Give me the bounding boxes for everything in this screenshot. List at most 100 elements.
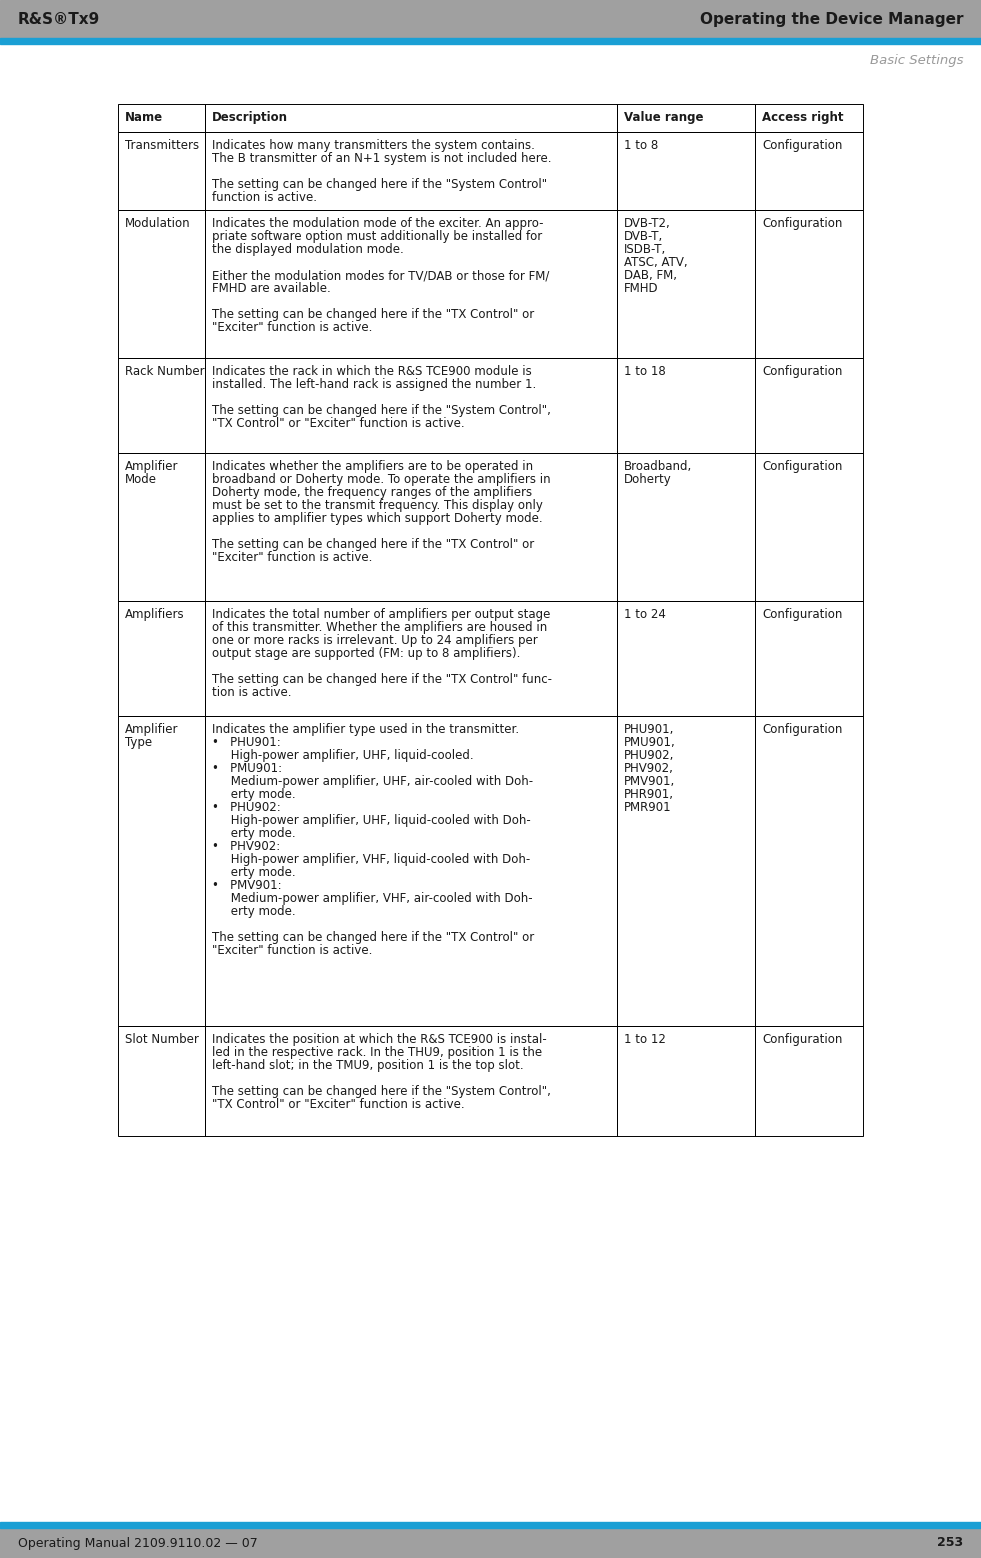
Text: Name: Name <box>125 111 163 125</box>
Text: erty mode.: erty mode. <box>212 788 296 801</box>
Text: Transmitters: Transmitters <box>125 139 199 153</box>
Text: Type: Type <box>125 735 152 749</box>
Bar <box>118 104 205 132</box>
Bar <box>118 717 205 1027</box>
Text: installed. The left-hand rack is assigned the number 1.: installed. The left-hand rack is assigne… <box>212 379 537 391</box>
Bar <box>118 1027 205 1136</box>
Bar <box>617 601 755 717</box>
Text: led in the respective rack. In the THU9, position 1 is the: led in the respective rack. In the THU9,… <box>212 1045 542 1059</box>
Text: Slot Number: Slot Number <box>125 1033 199 1045</box>
Text: of this transmitter. Whether the amplifiers are housed in: of this transmitter. Whether the amplifi… <box>212 622 547 634</box>
Text: Basic Settings: Basic Settings <box>869 55 963 67</box>
Text: DVB-T2,: DVB-T2, <box>624 217 671 231</box>
Text: PHU902,: PHU902, <box>624 749 675 762</box>
Bar <box>0 1522 981 1528</box>
Bar <box>755 1027 863 1136</box>
Bar <box>617 453 755 601</box>
Text: The setting can be changed here if the "System Control": The setting can be changed here if the "… <box>212 178 547 192</box>
Text: High-power amplifier, VHF, liquid-cooled with Doh-: High-power amplifier, VHF, liquid-cooled… <box>212 852 531 866</box>
Text: Indicates the total number of amplifiers per output stage: Indicates the total number of amplifiers… <box>212 608 550 622</box>
Text: •   PHU902:: • PHU902: <box>212 801 281 813</box>
Text: ATSC, ATV,: ATSC, ATV, <box>624 256 688 270</box>
Text: erty mode.: erty mode. <box>212 905 296 918</box>
Text: PHU901,: PHU901, <box>624 723 675 735</box>
Bar <box>617 1027 755 1136</box>
Text: 1 to 8: 1 to 8 <box>624 139 658 153</box>
Text: Doherty: Doherty <box>624 474 672 486</box>
Text: Indicates whether the amplifiers are to be operated in: Indicates whether the amplifiers are to … <box>212 460 534 474</box>
Bar <box>755 358 863 453</box>
Text: •   PMU901:: • PMU901: <box>212 762 283 774</box>
Bar <box>118 210 205 358</box>
Text: PMR901: PMR901 <box>624 801 672 813</box>
Text: applies to amplifier types which support Doherty mode.: applies to amplifier types which support… <box>212 513 542 525</box>
Text: Configuration: Configuration <box>762 460 843 474</box>
Text: erty mode.: erty mode. <box>212 827 296 840</box>
Text: function is active.: function is active. <box>212 192 317 204</box>
Text: •   PMV901:: • PMV901: <box>212 879 282 893</box>
Text: 1 to 18: 1 to 18 <box>624 365 666 379</box>
Text: "TX Control" or "Exciter" function is active.: "TX Control" or "Exciter" function is ac… <box>212 418 465 430</box>
Text: Configuration: Configuration <box>762 723 843 735</box>
Bar <box>205 453 617 601</box>
Bar <box>205 601 617 717</box>
Text: 1 to 12: 1 to 12 <box>624 1033 666 1045</box>
Text: 253: 253 <box>937 1536 963 1550</box>
Text: left-hand slot; in the TMU9, position 1 is the top slot.: left-hand slot; in the TMU9, position 1 … <box>212 1059 524 1072</box>
Text: •   PHV902:: • PHV902: <box>212 840 281 852</box>
Text: The B transmitter of an N+1 system is not included here.: The B transmitter of an N+1 system is no… <box>212 153 551 165</box>
Text: Indicates the rack in which the R&S TCE900 module is: Indicates the rack in which the R&S TCE9… <box>212 365 532 379</box>
Text: "Exciter" function is active.: "Exciter" function is active. <box>212 321 373 333</box>
Text: High-power amplifier, UHF, liquid-cooled with Doh-: High-power amplifier, UHF, liquid-cooled… <box>212 813 531 827</box>
Text: Indicates the amplifier type used in the transmitter.: Indicates the amplifier type used in the… <box>212 723 519 735</box>
Text: PMU901,: PMU901, <box>624 735 676 749</box>
Text: Doherty mode, the frequency ranges of the amplifiers: Doherty mode, the frequency ranges of th… <box>212 486 533 499</box>
Text: DVB-T,: DVB-T, <box>624 231 663 243</box>
Bar <box>755 104 863 132</box>
Bar <box>617 132 755 210</box>
Text: The setting can be changed here if the "TX Control" or: The setting can be changed here if the "… <box>212 932 535 944</box>
Bar <box>617 717 755 1027</box>
Text: 1 to 24: 1 to 24 <box>624 608 666 622</box>
Bar <box>617 358 755 453</box>
Bar <box>205 1027 617 1136</box>
Text: Amplifiers: Amplifiers <box>125 608 184 622</box>
Bar <box>205 104 617 132</box>
Text: DAB, FM,: DAB, FM, <box>624 270 677 282</box>
Text: FMHD: FMHD <box>624 282 659 294</box>
Bar <box>755 717 863 1027</box>
Text: PHV902,: PHV902, <box>624 762 674 774</box>
Text: Indicates how many transmitters the system contains.: Indicates how many transmitters the syst… <box>212 139 535 153</box>
Text: Operating Manual 2109.9110.02 — 07: Operating Manual 2109.9110.02 — 07 <box>18 1536 258 1550</box>
Bar <box>205 132 617 210</box>
Text: one or more racks is irrelevant. Up to 24 amplifiers per: one or more racks is irrelevant. Up to 2… <box>212 634 538 647</box>
Text: Description: Description <box>212 111 288 125</box>
Text: priate software option must additionally be installed for: priate software option must additionally… <box>212 231 542 243</box>
Bar <box>118 453 205 601</box>
Text: the displayed modulation mode.: the displayed modulation mode. <box>212 243 404 256</box>
Bar <box>205 210 617 358</box>
Text: Value range: Value range <box>624 111 703 125</box>
Text: Broadband,: Broadband, <box>624 460 693 474</box>
Bar <box>205 358 617 453</box>
Text: tion is active.: tion is active. <box>212 686 291 700</box>
Text: Medium-power amplifier, VHF, air-cooled with Doh-: Medium-power amplifier, VHF, air-cooled … <box>212 893 533 905</box>
Text: PMV901,: PMV901, <box>624 774 675 788</box>
Text: "Exciter" function is active.: "Exciter" function is active. <box>212 552 373 564</box>
Bar <box>755 210 863 358</box>
Text: Indicates the modulation mode of the exciter. An appro-: Indicates the modulation mode of the exc… <box>212 217 543 231</box>
Text: Configuration: Configuration <box>762 1033 843 1045</box>
Bar <box>0 1528 981 1558</box>
Bar <box>0 37 981 44</box>
Text: PHR901,: PHR901, <box>624 788 674 801</box>
Text: "Exciter" function is active.: "Exciter" function is active. <box>212 944 373 957</box>
Bar <box>205 717 617 1027</box>
Text: Indicates the position at which the R&S TCE900 is instal-: Indicates the position at which the R&S … <box>212 1033 547 1045</box>
Text: •   PHU901:: • PHU901: <box>212 735 281 749</box>
Bar <box>617 210 755 358</box>
Text: Mode: Mode <box>125 474 157 486</box>
Text: Configuration: Configuration <box>762 608 843 622</box>
Bar <box>755 453 863 601</box>
Text: Amplifier: Amplifier <box>125 460 179 474</box>
Bar <box>118 132 205 210</box>
